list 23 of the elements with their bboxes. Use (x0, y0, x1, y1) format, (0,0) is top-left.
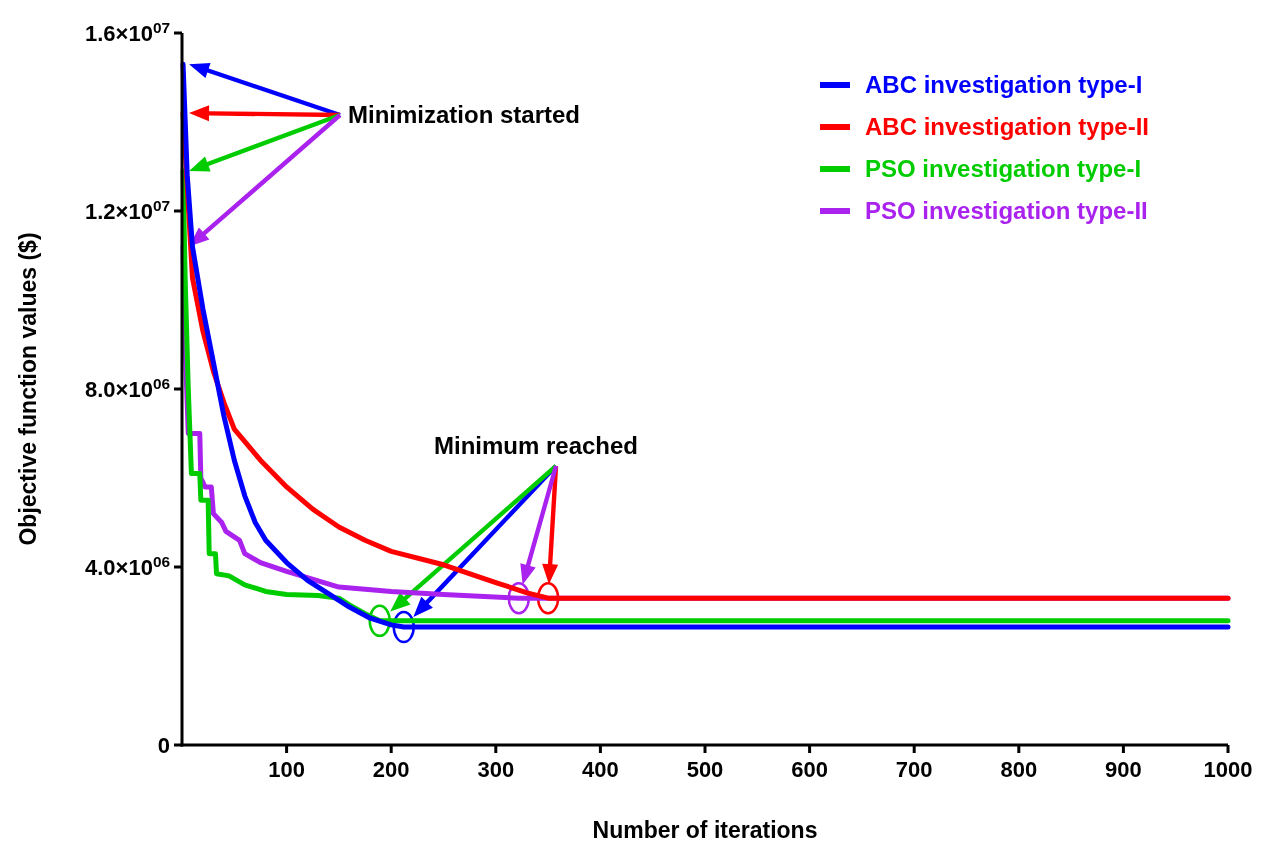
legend-label: PSO investigation type-II (865, 197, 1148, 225)
y-tick-label: 8.0×10$^{06}$ (84, 374, 170, 402)
annotation: Minimum reached (433, 432, 639, 459)
x-tick-label: 700 (895, 757, 933, 782)
x-tick-label: 800 (1000, 757, 1038, 782)
x-tick-label: 600 (791, 757, 828, 782)
x-tick-label: 500 (686, 757, 724, 782)
legend-label: ABC investigation type-I (865, 71, 1143, 99)
legend-label: ABC investigation type-II (865, 113, 1150, 141)
y-tick-label: 1.2×10$^{07}$ (84, 196, 170, 224)
y-tick-label: 0 (157, 732, 170, 758)
x-axis-title: Number of iterations (592, 817, 818, 843)
x-tick-label: 400 (582, 757, 619, 782)
y-tick-label: 1.6×10$^{07}$ (84, 18, 170, 46)
y-axis-title: Objective function values ($) (15, 232, 41, 546)
y-tick-label: 4.0×10$^{06}$ (84, 552, 170, 580)
x-tick-label: 100 (268, 757, 305, 782)
legend-label: PSO investigation type-I (865, 155, 1142, 183)
x-tick-label: 900 (1105, 757, 1142, 782)
x-tick-label: 200 (372, 757, 410, 782)
x-tick-label: 300 (477, 757, 515, 782)
annotation: Minimization started (348, 101, 581, 129)
x-tick-label: 1000 (1203, 757, 1253, 782)
